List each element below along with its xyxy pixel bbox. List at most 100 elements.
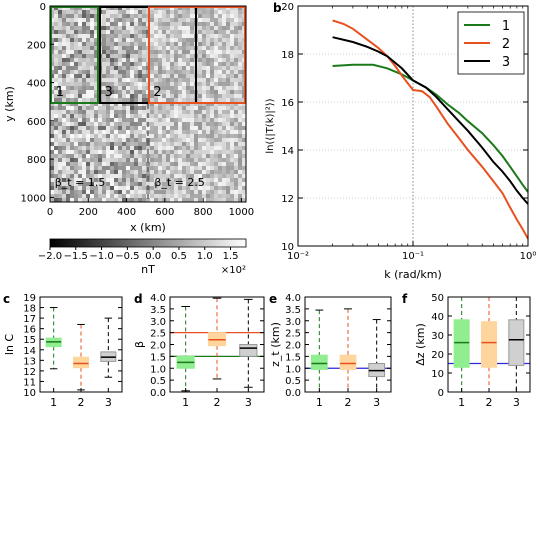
heatmap-cell bbox=[194, 150, 198, 154]
heatmap-cell bbox=[78, 122, 82, 126]
heatmap-cell bbox=[94, 70, 98, 74]
box-iqr bbox=[239, 344, 258, 357]
heatmap-cell bbox=[174, 166, 178, 170]
heatmap-cell bbox=[82, 162, 86, 166]
heatmap-cell bbox=[58, 194, 62, 198]
heatmap-cell bbox=[218, 182, 222, 186]
heatmap-cell bbox=[78, 198, 82, 202]
heatmap-cell bbox=[154, 34, 158, 38]
heatmap-cell bbox=[226, 142, 230, 146]
heatmap-cell bbox=[102, 46, 106, 50]
heatmap-cell bbox=[130, 30, 134, 34]
heatmap-cell bbox=[178, 58, 182, 62]
heatmap-cell bbox=[62, 118, 66, 122]
heatmap-cell bbox=[226, 74, 230, 78]
heatmap-cell bbox=[178, 166, 182, 170]
heatmap-cell bbox=[166, 98, 170, 102]
heatmap-cell bbox=[94, 142, 98, 146]
heatmap-cell bbox=[130, 162, 134, 166]
heatmap-y-tick-label: 0 bbox=[40, 2, 46, 13]
heatmap-cell bbox=[174, 130, 178, 134]
heatmap-cell bbox=[190, 134, 194, 138]
heatmap-cell bbox=[202, 26, 206, 30]
heatmap-cell bbox=[190, 26, 194, 30]
heatmap-cell bbox=[74, 34, 78, 38]
heatmap-cell bbox=[238, 50, 242, 54]
heatmap-cell bbox=[130, 186, 134, 190]
heatmap-cell bbox=[106, 10, 110, 14]
heatmap-cell bbox=[126, 190, 130, 194]
heatmap-cell bbox=[198, 170, 202, 174]
region-1-box bbox=[50, 6, 99, 104]
heatmap-cell bbox=[178, 158, 182, 162]
heatmap-cell bbox=[122, 50, 126, 54]
heatmap-cell bbox=[90, 114, 94, 118]
heatmap-cell bbox=[154, 198, 158, 202]
heatmap-cell bbox=[174, 122, 178, 126]
heatmap-cell bbox=[122, 186, 126, 190]
heatmap-cell bbox=[170, 190, 174, 194]
heatmap-cell bbox=[166, 130, 170, 134]
heatmap-cell bbox=[186, 142, 190, 146]
heatmap-cell bbox=[70, 198, 74, 202]
heatmap-cell bbox=[90, 18, 94, 22]
heatmap-cell bbox=[222, 106, 226, 110]
heatmap-cell bbox=[82, 170, 86, 174]
heatmap-cell bbox=[110, 38, 114, 42]
heatmap-cell bbox=[70, 34, 74, 38]
heatmap-cell bbox=[202, 162, 206, 166]
heatmap-cell bbox=[222, 58, 226, 62]
heatmap-cell bbox=[158, 158, 162, 162]
heatmap-cell bbox=[190, 110, 194, 114]
heatmap-cell bbox=[90, 42, 94, 46]
heatmap-cell bbox=[54, 142, 58, 146]
heatmap-cell bbox=[54, 170, 58, 174]
heatmap-cell bbox=[50, 114, 54, 118]
heatmap-cell bbox=[142, 126, 146, 130]
heatmap-cell bbox=[90, 26, 94, 30]
heatmap-cell bbox=[222, 70, 226, 74]
heatmap-cell bbox=[206, 70, 210, 74]
heatmap-cell bbox=[234, 86, 238, 90]
heatmap-cell bbox=[70, 70, 74, 74]
heatmap-cell bbox=[238, 174, 242, 178]
heatmap-cell bbox=[118, 186, 122, 190]
heatmap-cell bbox=[58, 114, 62, 118]
heatmap-cell bbox=[170, 10, 174, 14]
heatmap-cell bbox=[70, 10, 74, 14]
heatmap-cell bbox=[66, 74, 70, 78]
heatmap-cell bbox=[178, 98, 182, 102]
heatmap-cell bbox=[234, 162, 238, 166]
heatmap-cell bbox=[218, 126, 222, 130]
heatmap-cell bbox=[166, 90, 170, 94]
heatmap-cell bbox=[242, 154, 246, 158]
heatmap-cell bbox=[150, 26, 154, 30]
heatmap-cell bbox=[166, 46, 170, 50]
heatmap-cell bbox=[234, 174, 238, 178]
heatmap-cell bbox=[210, 34, 214, 38]
heatmap-cell bbox=[230, 78, 234, 82]
heatmap-cell bbox=[126, 62, 130, 66]
heatmap-cell bbox=[198, 198, 202, 202]
heatmap-cell bbox=[86, 78, 90, 82]
heatmap-cell bbox=[210, 170, 214, 174]
heatmap-cell bbox=[118, 138, 122, 142]
heatmap-cell bbox=[50, 198, 54, 202]
heatmap-cell bbox=[66, 122, 70, 126]
heatmap-cell bbox=[74, 90, 78, 94]
heatmap-cell bbox=[54, 106, 58, 110]
heatmap-cell bbox=[102, 162, 106, 166]
heatmap-cell bbox=[238, 178, 242, 182]
heatmap-cell bbox=[94, 74, 98, 78]
heatmap-cell bbox=[182, 74, 186, 78]
heatmap-cell bbox=[74, 70, 78, 74]
heatmap-cell bbox=[106, 122, 110, 126]
heatmap-cell bbox=[146, 154, 150, 158]
heatmap-cell bbox=[166, 182, 170, 186]
heatmap-cell bbox=[98, 182, 102, 186]
heatmap-cell bbox=[50, 150, 54, 154]
heatmap-cell bbox=[110, 54, 114, 58]
box-y-tick-label: 17 bbox=[23, 314, 36, 325]
heatmap-cell bbox=[70, 122, 74, 126]
heatmap-cell bbox=[210, 10, 214, 14]
